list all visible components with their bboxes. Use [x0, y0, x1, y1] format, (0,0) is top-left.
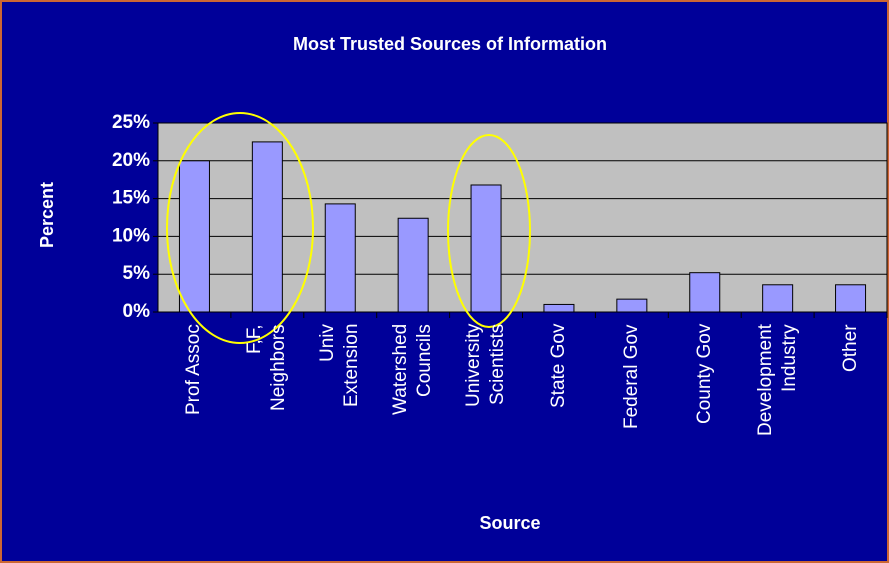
y-tick-label: 0%: [123, 301, 151, 322]
bar: [762, 284, 794, 313]
bar: [616, 298, 648, 313]
x-tick-label: F,F, Neighbors: [244, 324, 290, 411]
chart-title: Most Trusted Sources of Information: [293, 34, 607, 54]
bar: [543, 303, 575, 313]
x-tick-label: Development Industry: [754, 324, 800, 436]
x-tick-label: Univ Extension: [317, 324, 363, 408]
x-tick-label: Prof Assoc: [183, 324, 205, 415]
y-tick-label: 20%: [112, 150, 150, 171]
highlight-ellipse: [166, 112, 314, 344]
bar: [470, 184, 502, 313]
highlight-ellipse: [447, 134, 531, 328]
bar: [397, 217, 429, 313]
bar: [835, 284, 867, 313]
y-tick-label: 15%: [112, 188, 150, 209]
x-axis-label: Source: [479, 513, 540, 533]
y-axis-label: Percent: [37, 182, 57, 248]
x-tick-label: Watershed Councils: [390, 324, 436, 416]
y-tick-label: 25%: [112, 112, 150, 133]
y-tick-label: 10%: [112, 225, 150, 246]
bar: [178, 160, 210, 313]
bar: [689, 272, 721, 313]
x-tick-label: University Scientists: [463, 324, 509, 408]
x-tick-label: Federal Gov: [620, 324, 642, 429]
bar: [251, 141, 283, 313]
bar: [324, 203, 356, 313]
y-tick-label: 5%: [123, 263, 151, 284]
x-tick-label: State Gov: [547, 324, 569, 409]
x-tick-label: County Gov: [693, 324, 715, 425]
x-tick-label: Other: [839, 324, 861, 372]
